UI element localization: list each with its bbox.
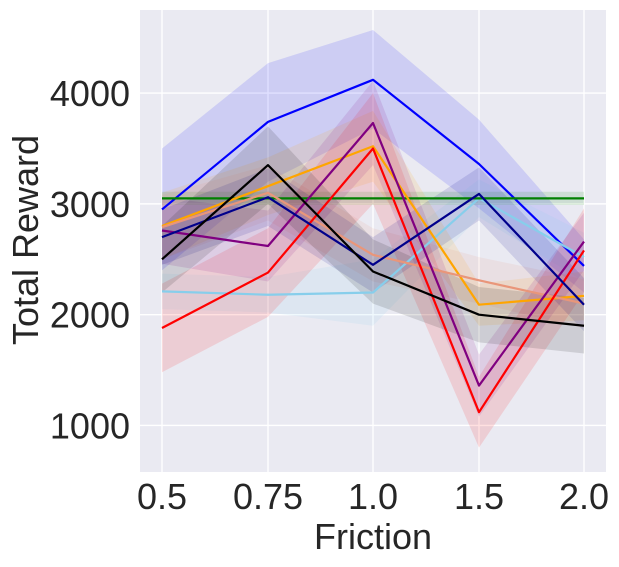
confidence-band-6: [162, 93, 584, 448]
series-line-8: [161, 192, 585, 306]
y-tick-label: 2000: [50, 295, 130, 336]
x-tick-label: 2.0: [559, 476, 609, 517]
confidence-band-8: [162, 167, 584, 332]
y-axis-label: Total Reward: [5, 135, 46, 345]
confidence-band-5: [162, 165, 584, 328]
series-line-7: [161, 121, 585, 387]
series-line-5: [161, 191, 585, 305]
y-tick-labels: 1000 2000 3000 4000: [50, 73, 130, 446]
series-line-4: [161, 145, 585, 306]
x-tick-label: 1.0: [348, 476, 398, 517]
grid-lines: [140, 10, 606, 472]
confidence-band-2: [162, 179, 584, 326]
confidence-band-1: [162, 29, 584, 293]
x-tick-label: 1.5: [454, 476, 504, 517]
series-line-9: [161, 164, 585, 327]
series-line-2: [161, 197, 585, 296]
confidence-band-9: [162, 126, 584, 354]
y-tick-label: 4000: [50, 73, 130, 114]
y-tick-label: 3000: [50, 184, 130, 225]
series-lines: [161, 78, 585, 414]
x-tick-labels: 0.5 0.75 1.0 1.5 2.0: [137, 476, 609, 517]
series-line-6: [161, 147, 585, 414]
x-axis-label: Friction: [314, 516, 432, 557]
x-tick-label: 0.5: [137, 476, 187, 517]
y-tick-label: 1000: [50, 405, 130, 446]
x-tick-label: 0.75: [233, 476, 303, 517]
